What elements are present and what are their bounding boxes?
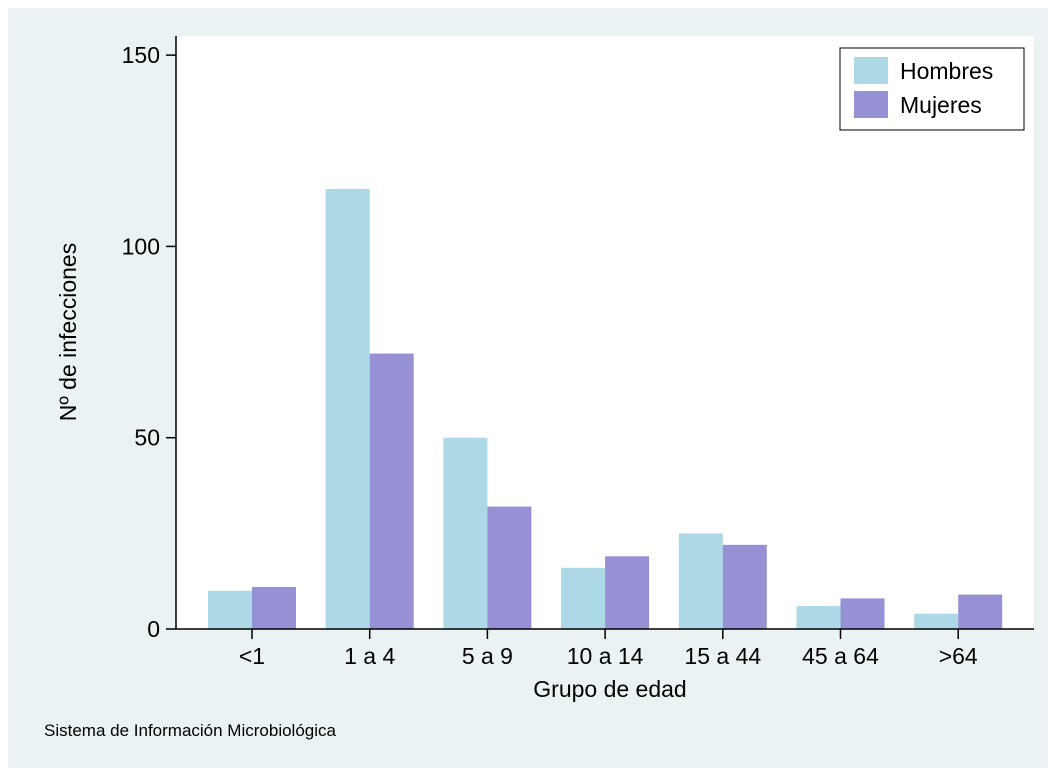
legend-swatch-mujeres <box>854 91 888 118</box>
x-tick-label: 10 a 14 <box>567 643 644 669</box>
y-axis-label: Nº de infecciones <box>55 243 81 421</box>
source-note: Sistema de Información Microbiológica <box>44 721 337 740</box>
x-tick-label: >64 <box>939 643 978 669</box>
y-tick-label: 150 <box>122 42 160 68</box>
y-tick-label: 50 <box>134 425 160 451</box>
bar-mujeres-1 <box>369 353 414 629</box>
x-tick-label: 15 a 44 <box>684 643 761 669</box>
bar-hombres-2 <box>443 437 488 629</box>
bars-group <box>208 189 1003 629</box>
legend-swatch-hombres <box>854 57 888 84</box>
y-axis-ticks: 0 50 100 150 <box>122 42 176 642</box>
bar-mujeres-0 <box>252 586 296 629</box>
x-tick-label: <1 <box>239 643 265 669</box>
plot-area <box>176 36 1034 629</box>
legend: Hombres Mujeres <box>839 47 1025 131</box>
legend-label-hombres: Hombres <box>900 58 993 84</box>
x-tick-label: 5 a 9 <box>462 643 513 669</box>
bar-mujeres-6 <box>958 594 1003 629</box>
bar-mujeres-4 <box>722 544 767 629</box>
y-tick-label: 0 <box>147 616 160 642</box>
x-axis-ticks: <1 1 a 4 5 a 9 10 a 14 15 a 44 45 a 64 >64 <box>239 629 978 669</box>
bar-hombres-5 <box>796 606 841 629</box>
x-tick-label: 45 a 64 <box>802 643 879 669</box>
bar-hombres-6 <box>914 613 959 629</box>
bar-mujeres-3 <box>605 556 650 629</box>
bar-mujeres-5 <box>840 598 885 629</box>
bar-hombres-0 <box>208 590 252 629</box>
bar-hombres-3 <box>561 567 606 629</box>
legend-label-mujeres: Mujeres <box>900 92 982 118</box>
bar-hombres-4 <box>678 533 723 629</box>
y-tick-label: 100 <box>122 233 160 259</box>
bar-mujeres-2 <box>487 506 532 629</box>
bar-hombres-1 <box>325 189 370 629</box>
x-axis-label: Grupo de edad <box>533 676 686 702</box>
x-tick-label: 1 a 4 <box>344 643 395 669</box>
